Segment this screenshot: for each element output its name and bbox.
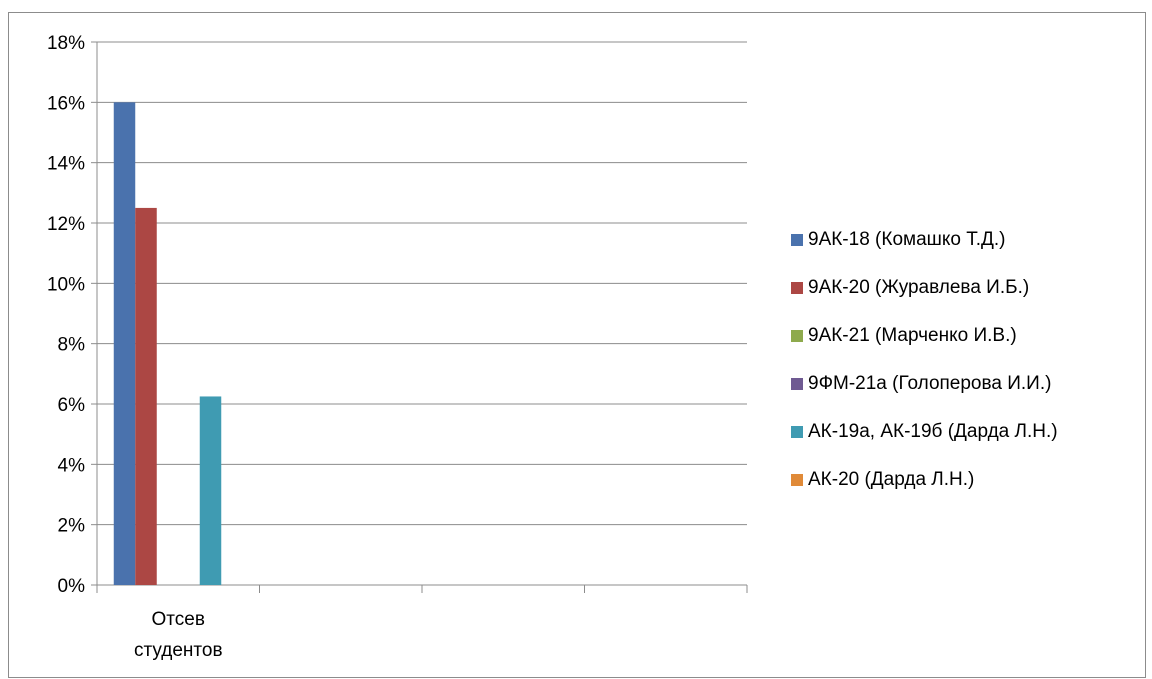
y-tick-label: 4%	[58, 455, 86, 476]
x-category-label: студентов	[134, 640, 223, 661]
y-tick-label: 18%	[47, 33, 85, 54]
chart-frame	[8, 12, 1146, 678]
axes	[91, 41, 748, 593]
legend-swatch	[791, 426, 803, 438]
legend-label: 9АК-21 (Марченко И.В.)	[808, 325, 1017, 346]
legend-item: 9АК-20 (Журавлева И.Б.)	[791, 264, 1058, 312]
legend-label: 9ФМ-21а (Голоперова И.И.)	[808, 373, 1052, 394]
y-tick-label: 12%	[47, 214, 85, 235]
y-tick-label: 14%	[47, 154, 85, 175]
legend-item: АК-19а, АК-19б (Дарда Л.Н.)	[791, 408, 1058, 456]
legend-item: 9ФМ-21а (Голоперова И.И.)	[791, 360, 1058, 408]
y-tick-label: 8%	[58, 335, 86, 356]
bar	[113, 102, 136, 585]
bar	[199, 396, 222, 585]
legend-label: АК-19а, АК-19б (Дарда Л.Н.)	[808, 421, 1058, 442]
legend-label: АК-20 (Дарда Л.Н.)	[808, 469, 975, 490]
legend-swatch	[791, 282, 803, 294]
legend-label: 9АК-20 (Журавлева И.Б.)	[808, 277, 1030, 298]
y-tick-label: 2%	[58, 516, 86, 537]
legend-item: 9АК-18 (Комашко Т.Д.)	[791, 216, 1058, 264]
y-tick-label: 0%	[58, 576, 86, 597]
legend-swatch	[791, 474, 803, 486]
bar	[135, 207, 157, 585]
legend-swatch	[791, 330, 803, 342]
legend-swatch	[791, 234, 803, 246]
y-tick-label: 16%	[47, 93, 85, 114]
bars	[113, 102, 222, 585]
axis-labels: 0% 2% 4% 6% 8% 10% 12% 14% 16% 18% Отсев студентов	[47, 33, 223, 661]
y-tick-label: 6%	[58, 395, 86, 416]
legend: 9АК-18 (Комашко Т.Д.) 9АК-20 (Журавлева И…	[791, 216, 1058, 504]
gridlines	[97, 41, 747, 526]
legend-label: 9АК-18 (Комашко Т.Д.)	[808, 229, 1006, 250]
legend-swatch	[791, 378, 803, 390]
legend-item: 9АК-21 (Марченко И.В.)	[791, 312, 1058, 360]
legend-item: АК-20 (Дарда Л.Н.)	[791, 456, 1058, 504]
y-tick-label: 10%	[47, 274, 85, 295]
x-category-label: Отсев	[152, 609, 205, 630]
